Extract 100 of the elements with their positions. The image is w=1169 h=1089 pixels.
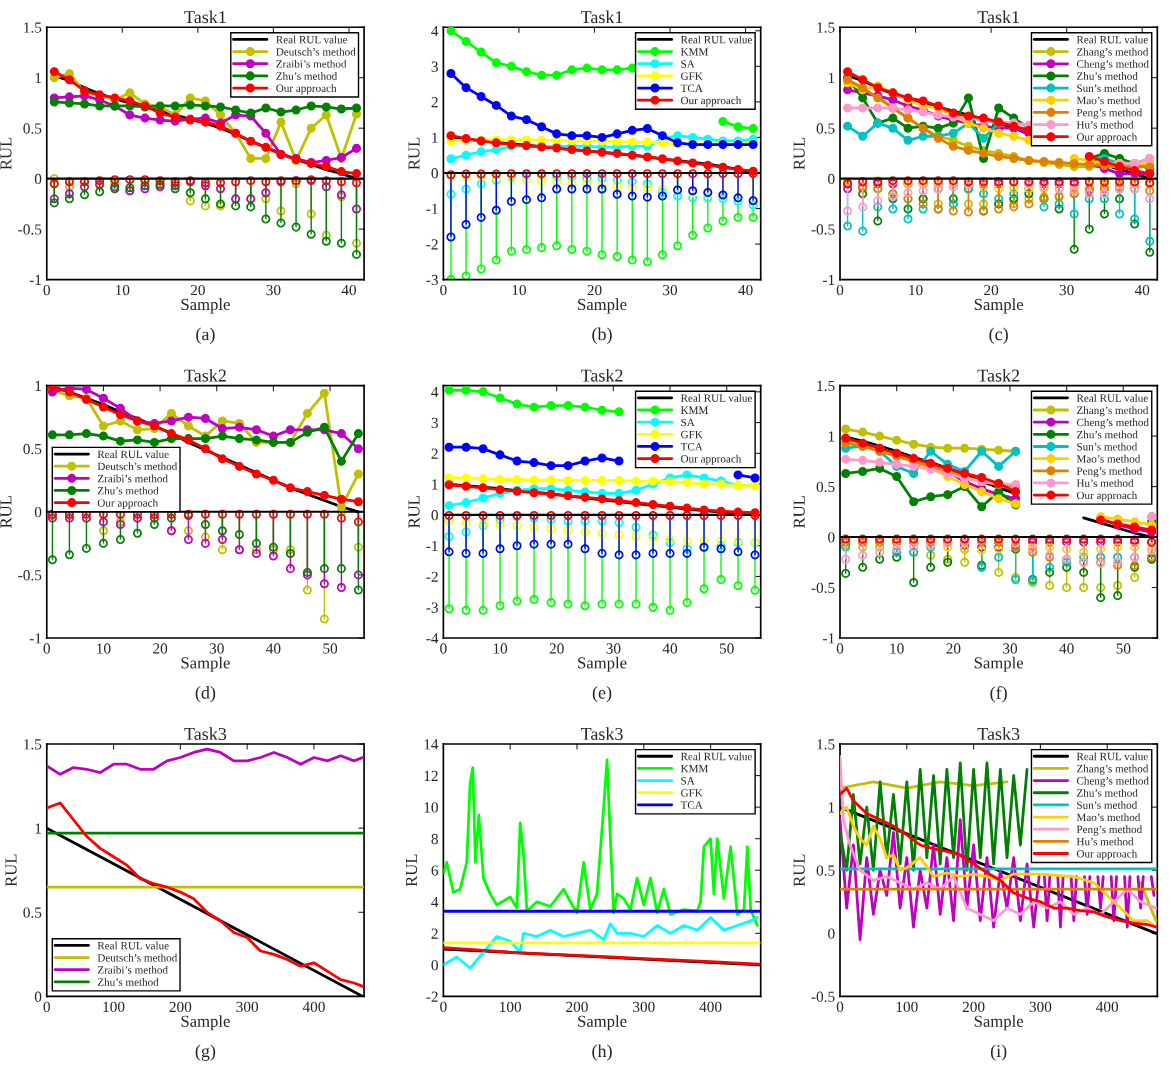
x-tick-label: 0 — [440, 1001, 447, 1013]
y-tick-label: 1 — [828, 802, 835, 813]
legend-label: Zhang’s method — [1076, 47, 1149, 58]
legend-label: Our approach — [1076, 132, 1138, 143]
x-axis-title: Sample — [181, 298, 230, 314]
legend-label: Real RUL value — [1076, 752, 1148, 761]
text: (g) — [195, 1044, 216, 1061]
y-tick-label: -0.5 — [811, 991, 835, 1002]
legend-label: Zraibi’s method — [276, 59, 347, 68]
text: (h) — [592, 1044, 612, 1061]
x-tick-label: 10 — [909, 284, 923, 296]
x-tick-label: 10 — [512, 284, 526, 296]
x-axis-title: Sample — [181, 656, 230, 672]
legend-label: Peng’s method — [1076, 825, 1143, 836]
x-tick-label: 200 — [566, 1001, 588, 1013]
legend-label: Zhang’s method — [1076, 406, 1149, 417]
y-axis-title: RUL — [793, 854, 805, 887]
y-tick-label: 1 — [35, 72, 41, 84]
y-tick-label: -1 — [29, 633, 41, 644]
legend-label: Hu’s method — [1076, 120, 1134, 129]
legend-label: Our approach — [681, 454, 742, 465]
text: (i) — [990, 1044, 1007, 1061]
y-axis-title: RUL — [406, 854, 418, 887]
legend-label: Hu’s method — [1076, 837, 1134, 846]
chart-title: Task3 — [977, 727, 1020, 741]
x-tick-label: 50 — [1116, 643, 1131, 654]
legend-label: Zhu’s method — [1076, 788, 1138, 797]
legend-label: Deutsch’s method — [97, 462, 178, 471]
y-tick-label: -0.5 — [18, 224, 42, 235]
x-tick-label: 10 — [116, 284, 130, 296]
legend-label: Cheng’s method — [1076, 776, 1149, 787]
y-tick-label: -0.5 — [811, 224, 835, 235]
y-tick-label: 0 — [828, 173, 835, 185]
y-tick-label: 1 — [432, 132, 438, 143]
x-tick-label: 20 — [984, 284, 999, 296]
x-tick-label: 10 — [97, 643, 111, 654]
y-tick-label: 12 — [424, 770, 438, 781]
x-tick-label: 0 — [836, 284, 844, 296]
y-tick-label: 1 — [828, 72, 835, 84]
legend-label: Mao’s method — [1076, 96, 1141, 105]
y-tick-label: 0.5 — [23, 443, 42, 455]
x-tick-label: 10 — [890, 643, 904, 654]
y-tick-label: 4 — [431, 387, 439, 398]
legend-label: Deutsch’s method — [276, 47, 356, 56]
y-tick-label: 1.5 — [817, 739, 835, 750]
x-tick-label: 400 — [699, 1001, 722, 1013]
x-tick-label: 40 — [738, 284, 753, 296]
legend-label: Zraibi’s method — [97, 965, 168, 974]
legend-label: Zraibi’s method — [97, 474, 168, 483]
legend-label: Real RUL value — [680, 35, 752, 44]
x-axis-title: Sample — [578, 656, 627, 672]
x-tick-label: 10 — [493, 643, 508, 654]
y-tick-label: 0.5 — [816, 481, 835, 493]
x-tick-label: 20 — [549, 643, 564, 654]
legend-label: Mao’s method — [1076, 454, 1141, 463]
legend-label: KMM — [680, 48, 709, 56]
x-tick-label: 0 — [440, 643, 447, 654]
legend-label: Peng’s method — [1076, 108, 1143, 119]
y-tick-label: -1 — [822, 633, 835, 644]
legend-label: SA — [681, 418, 695, 427]
y-tick-label: -1 — [29, 274, 41, 285]
x-tick-label: 40 — [662, 643, 678, 654]
y-tick-label: 1.5 — [817, 380, 835, 392]
text: (a) — [196, 327, 215, 344]
y-tick-label: 2 — [431, 448, 438, 459]
x-tick-label: 0 — [836, 643, 844, 654]
x-axis-title: Sample — [181, 1015, 230, 1031]
x-tick-label: 50 — [323, 643, 338, 654]
x-tick-label: 0 — [43, 284, 50, 296]
x-tick-label: 30 — [663, 284, 678, 296]
legend-label: Zhu’s method — [97, 486, 159, 495]
y-tick-label: -1 — [426, 203, 438, 214]
x-tick-label: 200 — [962, 1001, 985, 1013]
x-tick-label: 20 — [587, 284, 602, 296]
x-tick-label: 0 — [440, 284, 447, 296]
y-tick-label: 0.5 — [816, 865, 835, 876]
x-tick-label: 30 — [606, 643, 621, 654]
x-tick-label: 200 — [169, 1001, 192, 1013]
legend-label: Mao’s method — [1076, 813, 1141, 822]
legend-label: Our approach — [276, 84, 337, 95]
chart-title: Task3 — [184, 727, 227, 741]
legend-label: Sun’s method — [1077, 84, 1138, 93]
y-tick-label: 4 — [431, 26, 439, 37]
legend-label: Our approach — [1076, 491, 1138, 502]
y-axis-title: RUL — [0, 137, 12, 170]
legend-label: Deutsch’s method — [97, 953, 178, 962]
y-tick-label: 0 — [34, 173, 42, 185]
legend-label: SA — [681, 60, 695, 68]
legend-label: TCA — [680, 84, 703, 93]
x-tick-label: 30 — [1003, 643, 1018, 654]
legend-label: KMM — [680, 406, 709, 414]
x-tick-label: 50 — [719, 643, 734, 654]
y-tick-label: 1 — [432, 479, 438, 490]
x-tick-label: 20 — [190, 284, 205, 296]
legend-label: Real RUL value — [97, 941, 169, 950]
legend-label: Zhu’s method — [97, 978, 159, 986]
y-tick-label: 3 — [431, 61, 438, 72]
legend-label: Cheng’s method — [1076, 418, 1149, 429]
y-tick-label: -2 — [426, 239, 438, 250]
y-tick-label: 6 — [431, 865, 439, 876]
